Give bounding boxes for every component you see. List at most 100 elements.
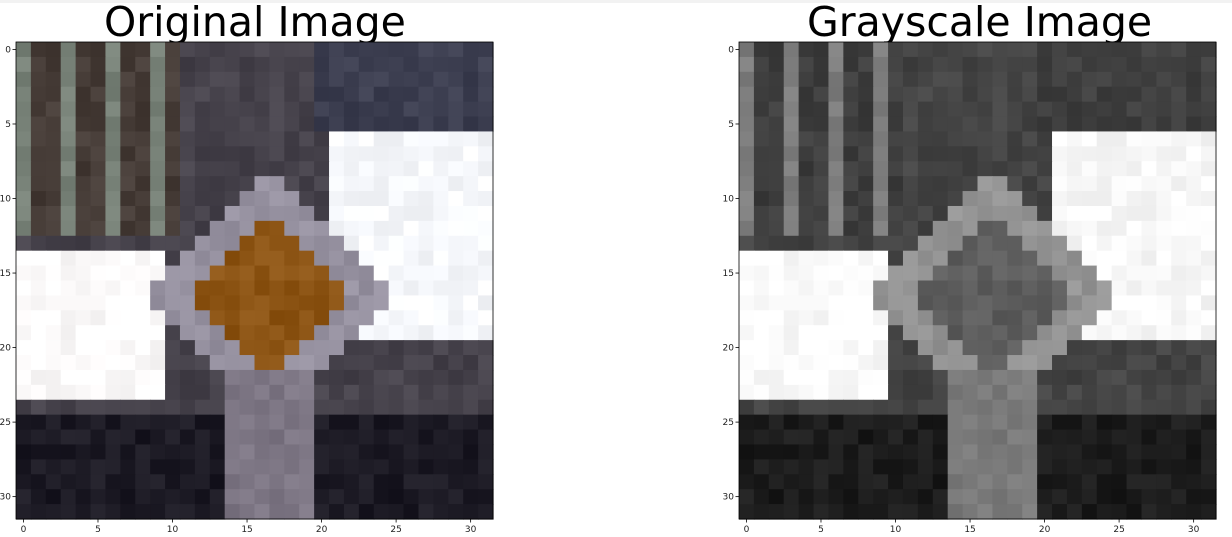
- heatmap-cell: [962, 310, 979, 326]
- heatmap-cell: [947, 474, 964, 490]
- heatmap-cell: [1141, 310, 1157, 326]
- heatmap-cell: [828, 355, 844, 371]
- heatmap-cell: [209, 161, 226, 177]
- heatmap-cell: [165, 474, 181, 490]
- heatmap-cell: [90, 340, 107, 356]
- heatmap-cell: [753, 444, 770, 460]
- heatmap-cell: [478, 369, 494, 386]
- heatmap-cell: [888, 116, 904, 133]
- heatmap-cell: [947, 101, 964, 118]
- heatmap-cell: [753, 429, 770, 446]
- heatmap-cell: [194, 42, 211, 58]
- heatmap-cell: [463, 101, 479, 118]
- heatmap-cell: [947, 399, 964, 416]
- heatmap-cell: [299, 399, 315, 416]
- heatmap-cell: [299, 191, 315, 207]
- heatmap-cell: [165, 414, 181, 431]
- heatmap-cell: [239, 191, 256, 207]
- heatmap-cell: [75, 146, 92, 162]
- heatmap-cell: [269, 429, 285, 446]
- heatmap-cell: [16, 280, 32, 297]
- heatmap-cell: [254, 369, 271, 386]
- heatmap-cell: [962, 474, 979, 490]
- heatmap-cell: [135, 444, 151, 460]
- heatmap-cell: [1141, 429, 1157, 446]
- heatmap-cell: [254, 71, 271, 88]
- heatmap-cell: [418, 355, 434, 371]
- heatmap-cell: [739, 459, 755, 475]
- heatmap-cell: [1126, 310, 1143, 326]
- heatmap-cell: [843, 161, 859, 177]
- heatmap-cell: [888, 71, 904, 88]
- heatmap-cell: [150, 220, 166, 237]
- heatmap-cell: [843, 459, 859, 475]
- heatmap-cell: [254, 384, 271, 401]
- heatmap-cell: [45, 295, 62, 311]
- heatmap-cell: [284, 161, 300, 177]
- heatmap-cell: [739, 220, 755, 237]
- heatmap-cell: [753, 161, 770, 177]
- heatmap-cell: [813, 71, 830, 88]
- heatmap-cell: [1171, 489, 1187, 505]
- heatmap-cell: [768, 71, 785, 88]
- heatmap-cell: [299, 235, 315, 252]
- heatmap-cell: [858, 101, 874, 118]
- heatmap-cell: [165, 101, 181, 118]
- heatmap-cell: [388, 101, 405, 118]
- heatmap-cell: [992, 235, 1008, 252]
- heatmap-cell: [932, 131, 949, 147]
- heatmap-cell: [30, 325, 47, 341]
- heatmap-cell: [843, 489, 859, 505]
- heatmap-cell: [343, 504, 360, 520]
- heatmap-cell: [45, 474, 62, 490]
- heatmap-cell: [798, 161, 815, 177]
- heatmap-cell: [224, 176, 241, 192]
- heatmap-cell: [947, 116, 964, 133]
- heatmap-cell: [373, 414, 390, 431]
- heatmap-cell: [165, 265, 181, 282]
- heatmap-cell: [1052, 101, 1068, 118]
- heatmap-cell: [843, 191, 859, 207]
- heatmap-cell: [448, 205, 464, 222]
- heatmap-cell: [1126, 146, 1143, 162]
- heatmap-cell: [165, 280, 181, 297]
- heatmap-cell: [120, 235, 136, 252]
- heatmap-cell: [194, 131, 211, 147]
- heatmap-cell: [269, 280, 285, 297]
- heatmap-cell: [284, 235, 300, 252]
- heatmap-cell: [798, 191, 815, 207]
- heatmap-cell: [418, 220, 434, 237]
- heatmap-cell: [358, 355, 375, 371]
- heatmap-cell: [813, 444, 830, 460]
- heatmap-cell: [90, 459, 107, 475]
- heatmap-cell: [783, 205, 800, 222]
- heatmap-cell: [254, 250, 271, 267]
- heatmap-cell: [1096, 205, 1113, 222]
- heatmap-cell: [343, 474, 360, 490]
- heatmap-cell: [768, 504, 785, 520]
- heatmap-cell: [373, 235, 390, 252]
- x-tick-label: 5: [818, 525, 824, 535]
- heatmap-cell: [1111, 310, 1128, 326]
- heatmap-cell: [135, 235, 151, 252]
- heatmap-cell: [150, 280, 166, 297]
- heatmap-cell: [209, 369, 226, 386]
- heatmap-cell: [373, 459, 390, 475]
- heatmap-cell: [299, 265, 315, 282]
- heatmap-cell: [798, 340, 815, 356]
- heatmap-cell: [179, 42, 196, 58]
- heatmap-cell: [917, 310, 934, 326]
- heatmap-cell: [1022, 280, 1038, 297]
- heatmap-cell: [239, 325, 256, 341]
- heatmap-cell: [224, 116, 241, 133]
- heatmap-cell: [1007, 325, 1023, 341]
- heatmap-cell: [418, 399, 434, 416]
- heatmap-cell: [947, 489, 964, 505]
- heatmap-cell: [135, 414, 151, 431]
- heatmap-cell: [60, 265, 77, 282]
- heatmap-cell: [1156, 42, 1172, 58]
- heatmap-cell: [753, 116, 770, 133]
- heatmap-cell: [90, 474, 107, 490]
- heatmap-cell: [753, 176, 770, 192]
- heatmap-cell: [1156, 265, 1172, 282]
